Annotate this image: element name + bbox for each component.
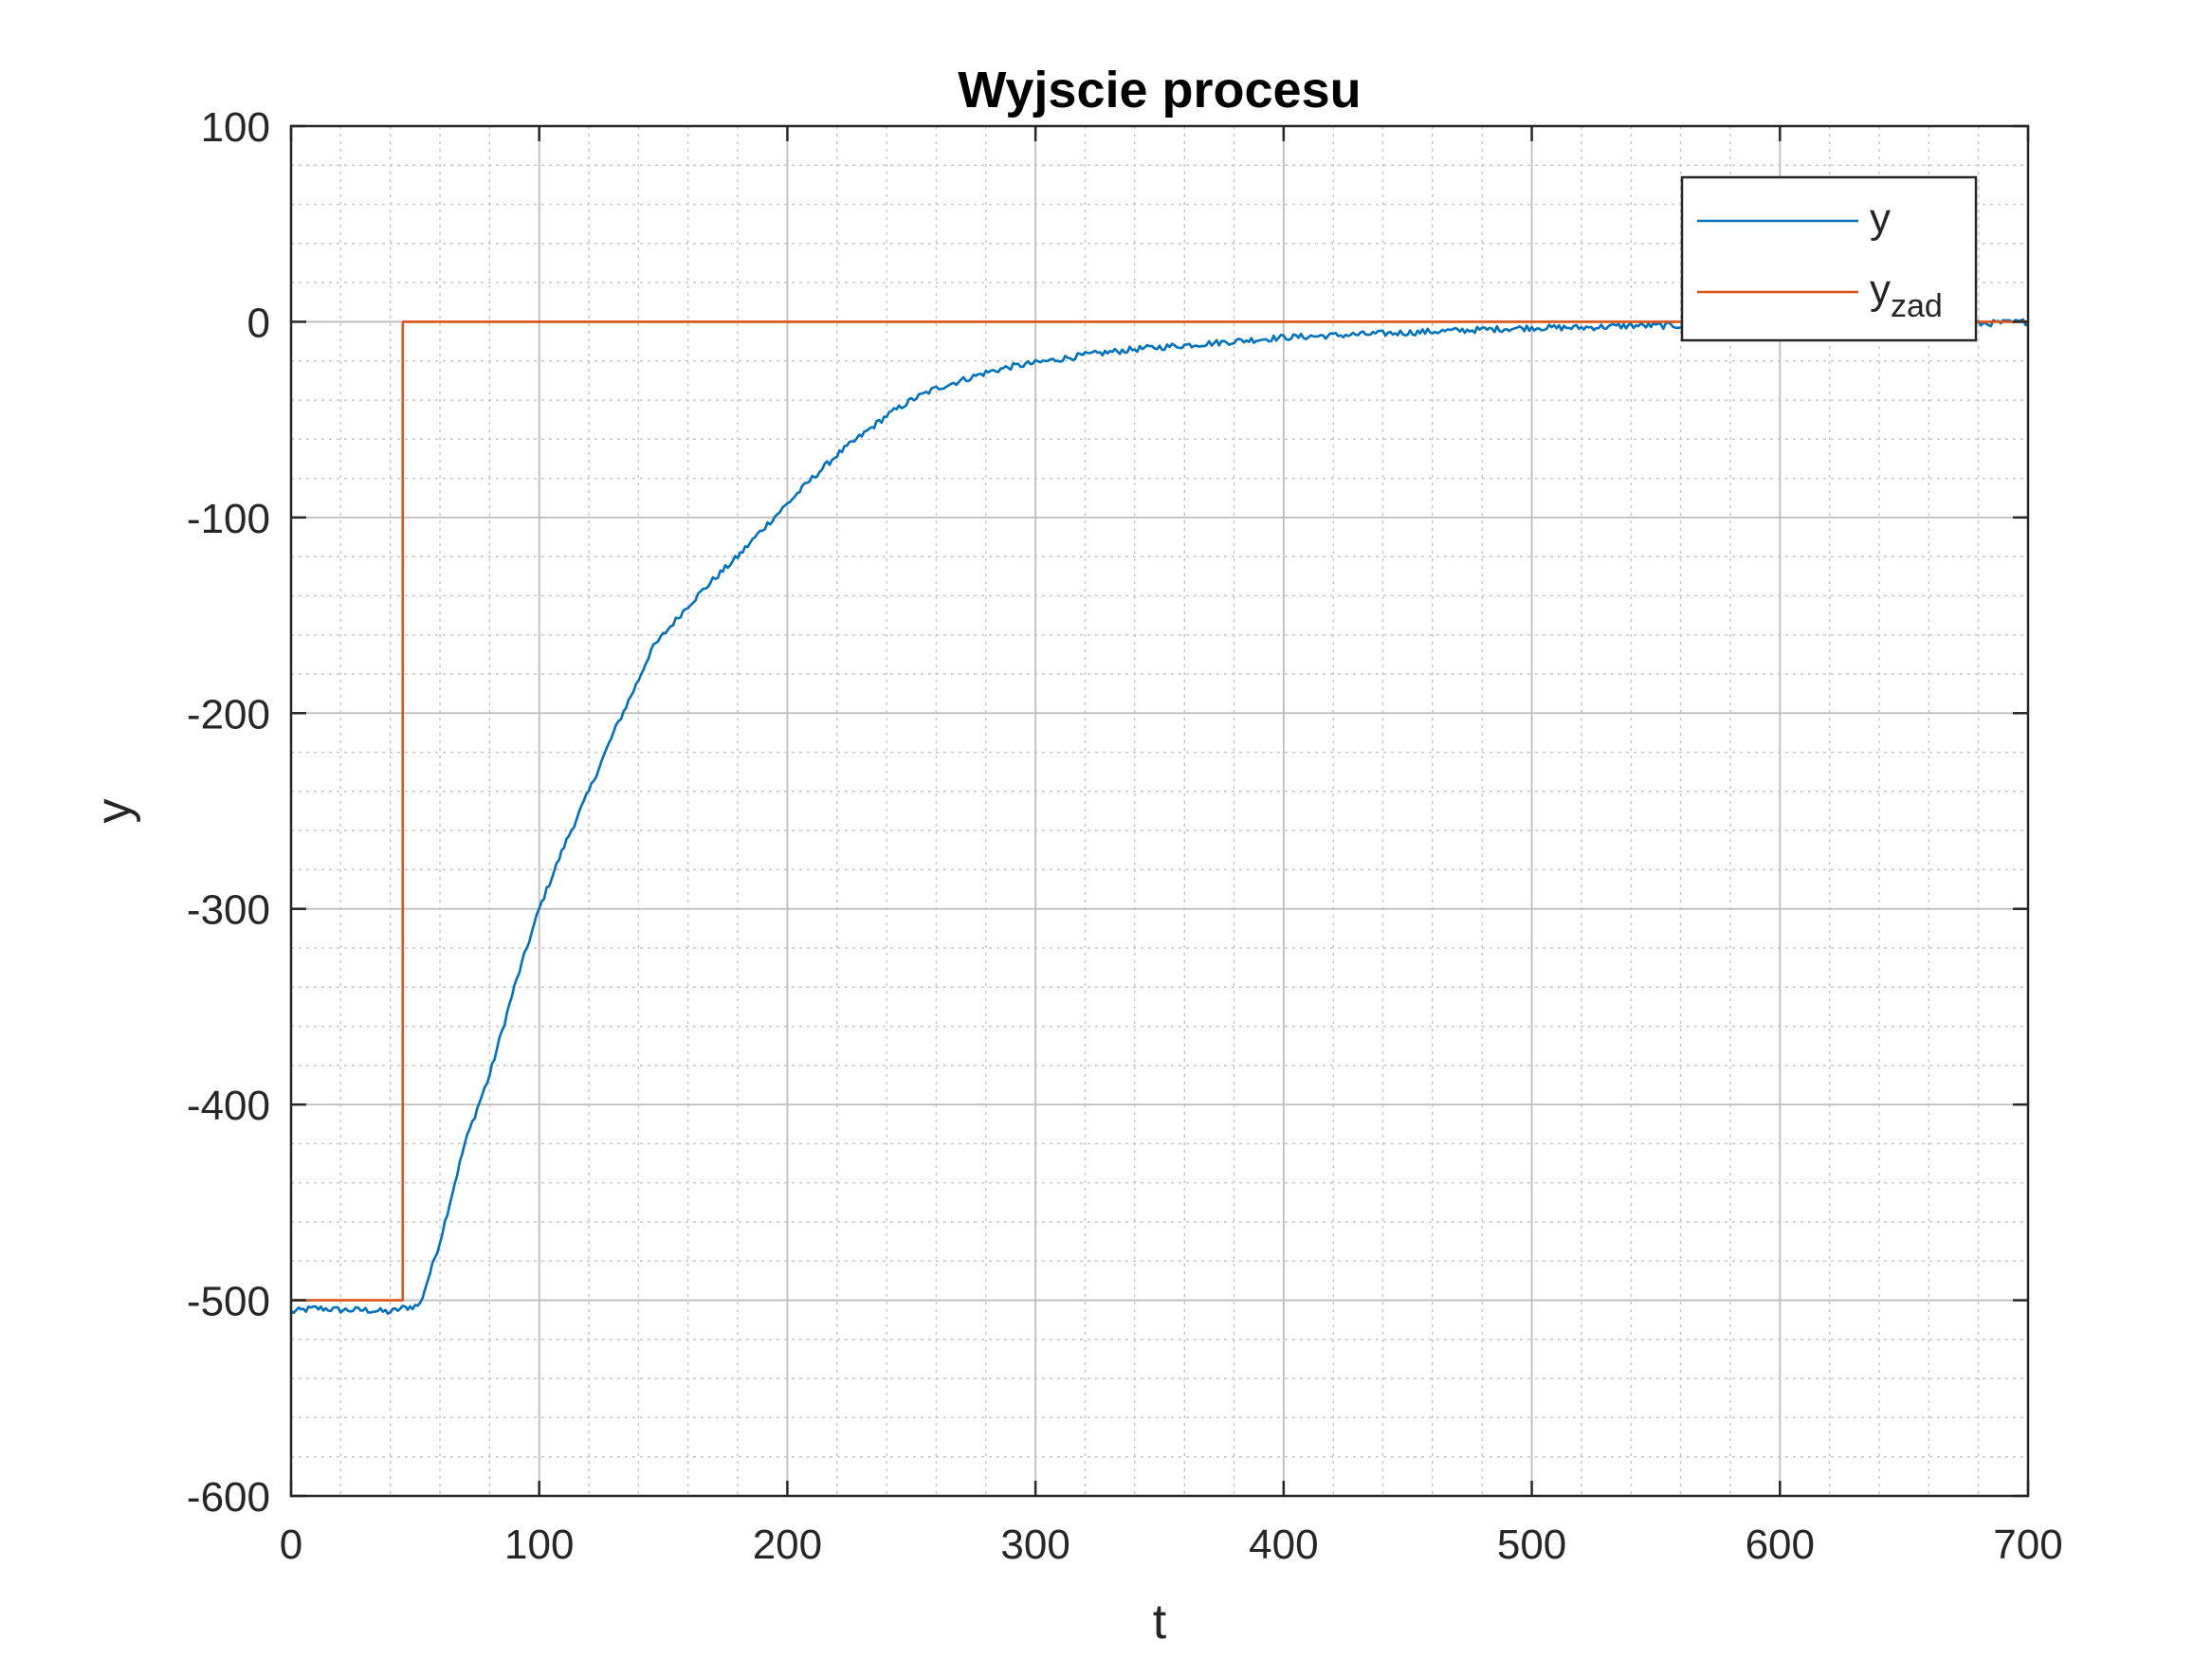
x-tick-label: 500 (1497, 1522, 1566, 1568)
x-tick-label: 600 (1746, 1522, 1815, 1568)
chart-title: Wyjscie procesu (958, 62, 1361, 118)
x-tick-label: 400 (1249, 1522, 1318, 1568)
x-tick-label: 0 (280, 1522, 302, 1568)
legend: y yzad (1680, 175, 1978, 342)
legend-entry-subscript: zad (1891, 288, 1943, 324)
x-axis-label: t (1153, 1595, 1167, 1650)
x-tick-label: 200 (753, 1522, 822, 1568)
y-axis-label: y (86, 799, 141, 824)
legend-entry-label: y (1870, 195, 1891, 242)
legend-box (1680, 175, 1978, 342)
y-tick-label: -200 (187, 691, 270, 738)
legend-entry-label: y (1870, 266, 1891, 313)
x-tick-label: 100 (504, 1522, 574, 1568)
x-tick-label: 300 (1000, 1522, 1069, 1568)
plot-frame (289, 124, 2030, 1498)
y-tick-label: -600 (187, 1474, 270, 1521)
legend-entry-yzad: yzad (1870, 266, 1943, 324)
y-tick-label: -100 (187, 496, 270, 542)
legend-entry-y: y (1870, 195, 1891, 242)
y-tick-label: 100 (201, 104, 270, 151)
y-tick-label: -400 (187, 1083, 270, 1129)
y-tick-label: 0 (247, 300, 270, 346)
axis-ticks (289, 124, 2030, 1498)
series-line-yzad (291, 320, 2028, 1302)
minor-grid (291, 126, 2028, 1496)
x-tick-label: 700 (1993, 1522, 2062, 1568)
tick-labels: 0 100 200 300 400 500 600 700 -600 -500 -400 -300 -2… (187, 104, 2063, 1568)
y-tick-label: -500 (187, 1279, 270, 1325)
y-tick-label: -300 (187, 887, 270, 934)
